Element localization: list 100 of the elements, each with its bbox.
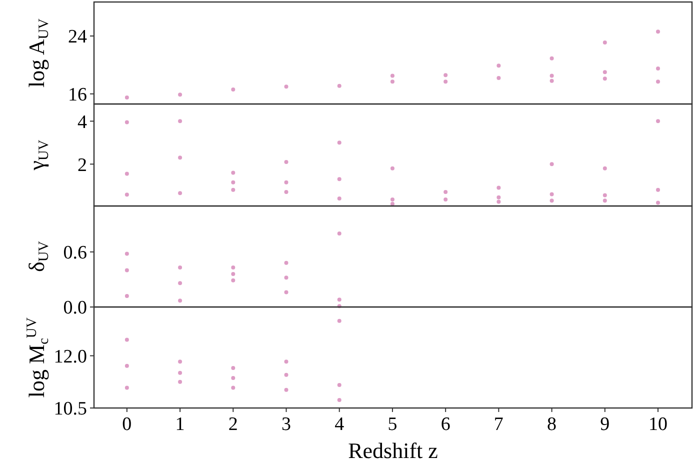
point [231,376,236,380]
point [284,260,288,265]
point [284,190,288,194]
x-axis-title: Redshift z [348,438,438,463]
x-tick-label: 2 [228,414,238,435]
y-tick-label: 0.0 [63,298,87,319]
point [284,290,288,294]
point [337,232,342,236]
point [496,76,501,80]
point [550,192,554,196]
point [496,64,501,68]
point [124,386,129,390]
point [550,78,554,83]
point [284,388,288,392]
point [602,166,607,170]
point [444,190,448,194]
point [496,200,501,204]
point [337,383,342,388]
point [390,80,394,84]
point [390,202,394,206]
point [656,30,660,34]
point [124,364,129,368]
point [550,74,554,78]
point [337,196,342,200]
point [444,198,448,202]
point [178,281,182,286]
point [550,162,554,166]
point [444,73,448,78]
point [496,186,501,190]
y-tick-label: 24 [68,26,88,48]
point [178,119,182,124]
y-tick-label: 10.5 [54,398,87,420]
point [231,170,236,175]
point [284,360,288,364]
point [231,180,236,184]
point [656,119,660,124]
point [178,298,182,303]
point [124,338,129,342]
point [231,386,236,390]
point [124,252,129,256]
point [656,200,660,205]
x-tick-label: 9 [600,414,610,435]
point [231,88,236,92]
point [178,360,182,364]
point [496,195,501,200]
point [124,120,129,124]
point [656,80,660,84]
point [231,188,236,192]
x-tick-label: 7 [494,414,504,435]
point [390,198,394,202]
point [602,40,607,45]
point [602,198,607,203]
x-tick-label: 3 [282,414,291,435]
point [284,84,288,89]
point [231,266,236,270]
point [178,92,182,97]
point [550,198,554,203]
x-tick-label: 8 [547,414,557,435]
point [602,76,607,81]
point [124,192,129,197]
point [284,372,288,377]
point [602,193,607,198]
point [284,180,288,184]
point [231,366,236,370]
y-tick-label: 0.6 [63,242,87,264]
point [444,80,448,84]
point [178,191,182,196]
x-tick-label: 0 [122,414,132,435]
point [602,70,607,74]
x-tick-label: 1 [175,414,185,435]
y-tick-label: 16 [68,84,87,106]
point [390,74,394,78]
x-tick-label: 5 [388,414,398,435]
point [124,95,129,100]
point [337,318,342,323]
point [231,272,236,276]
point [656,66,660,71]
point [337,398,342,402]
x-tick-label: 4 [334,414,345,435]
point [337,84,342,88]
point [337,140,342,145]
y-tick-label: 2 [78,154,87,176]
point [124,294,129,298]
point [390,166,394,170]
point [178,370,182,375]
y-tick-label: 4 [78,112,88,133]
point [337,177,342,182]
point [337,298,342,302]
x-tick-label: 10 [648,414,668,435]
point [124,268,129,272]
point [284,276,288,280]
point [231,278,236,282]
point [124,172,129,176]
x-tick-label: 6 [440,414,450,435]
point [550,56,554,60]
point [284,160,288,164]
point [656,188,660,192]
point [178,266,182,270]
y-tick-label: 12.0 [54,346,87,368]
point [178,380,182,384]
